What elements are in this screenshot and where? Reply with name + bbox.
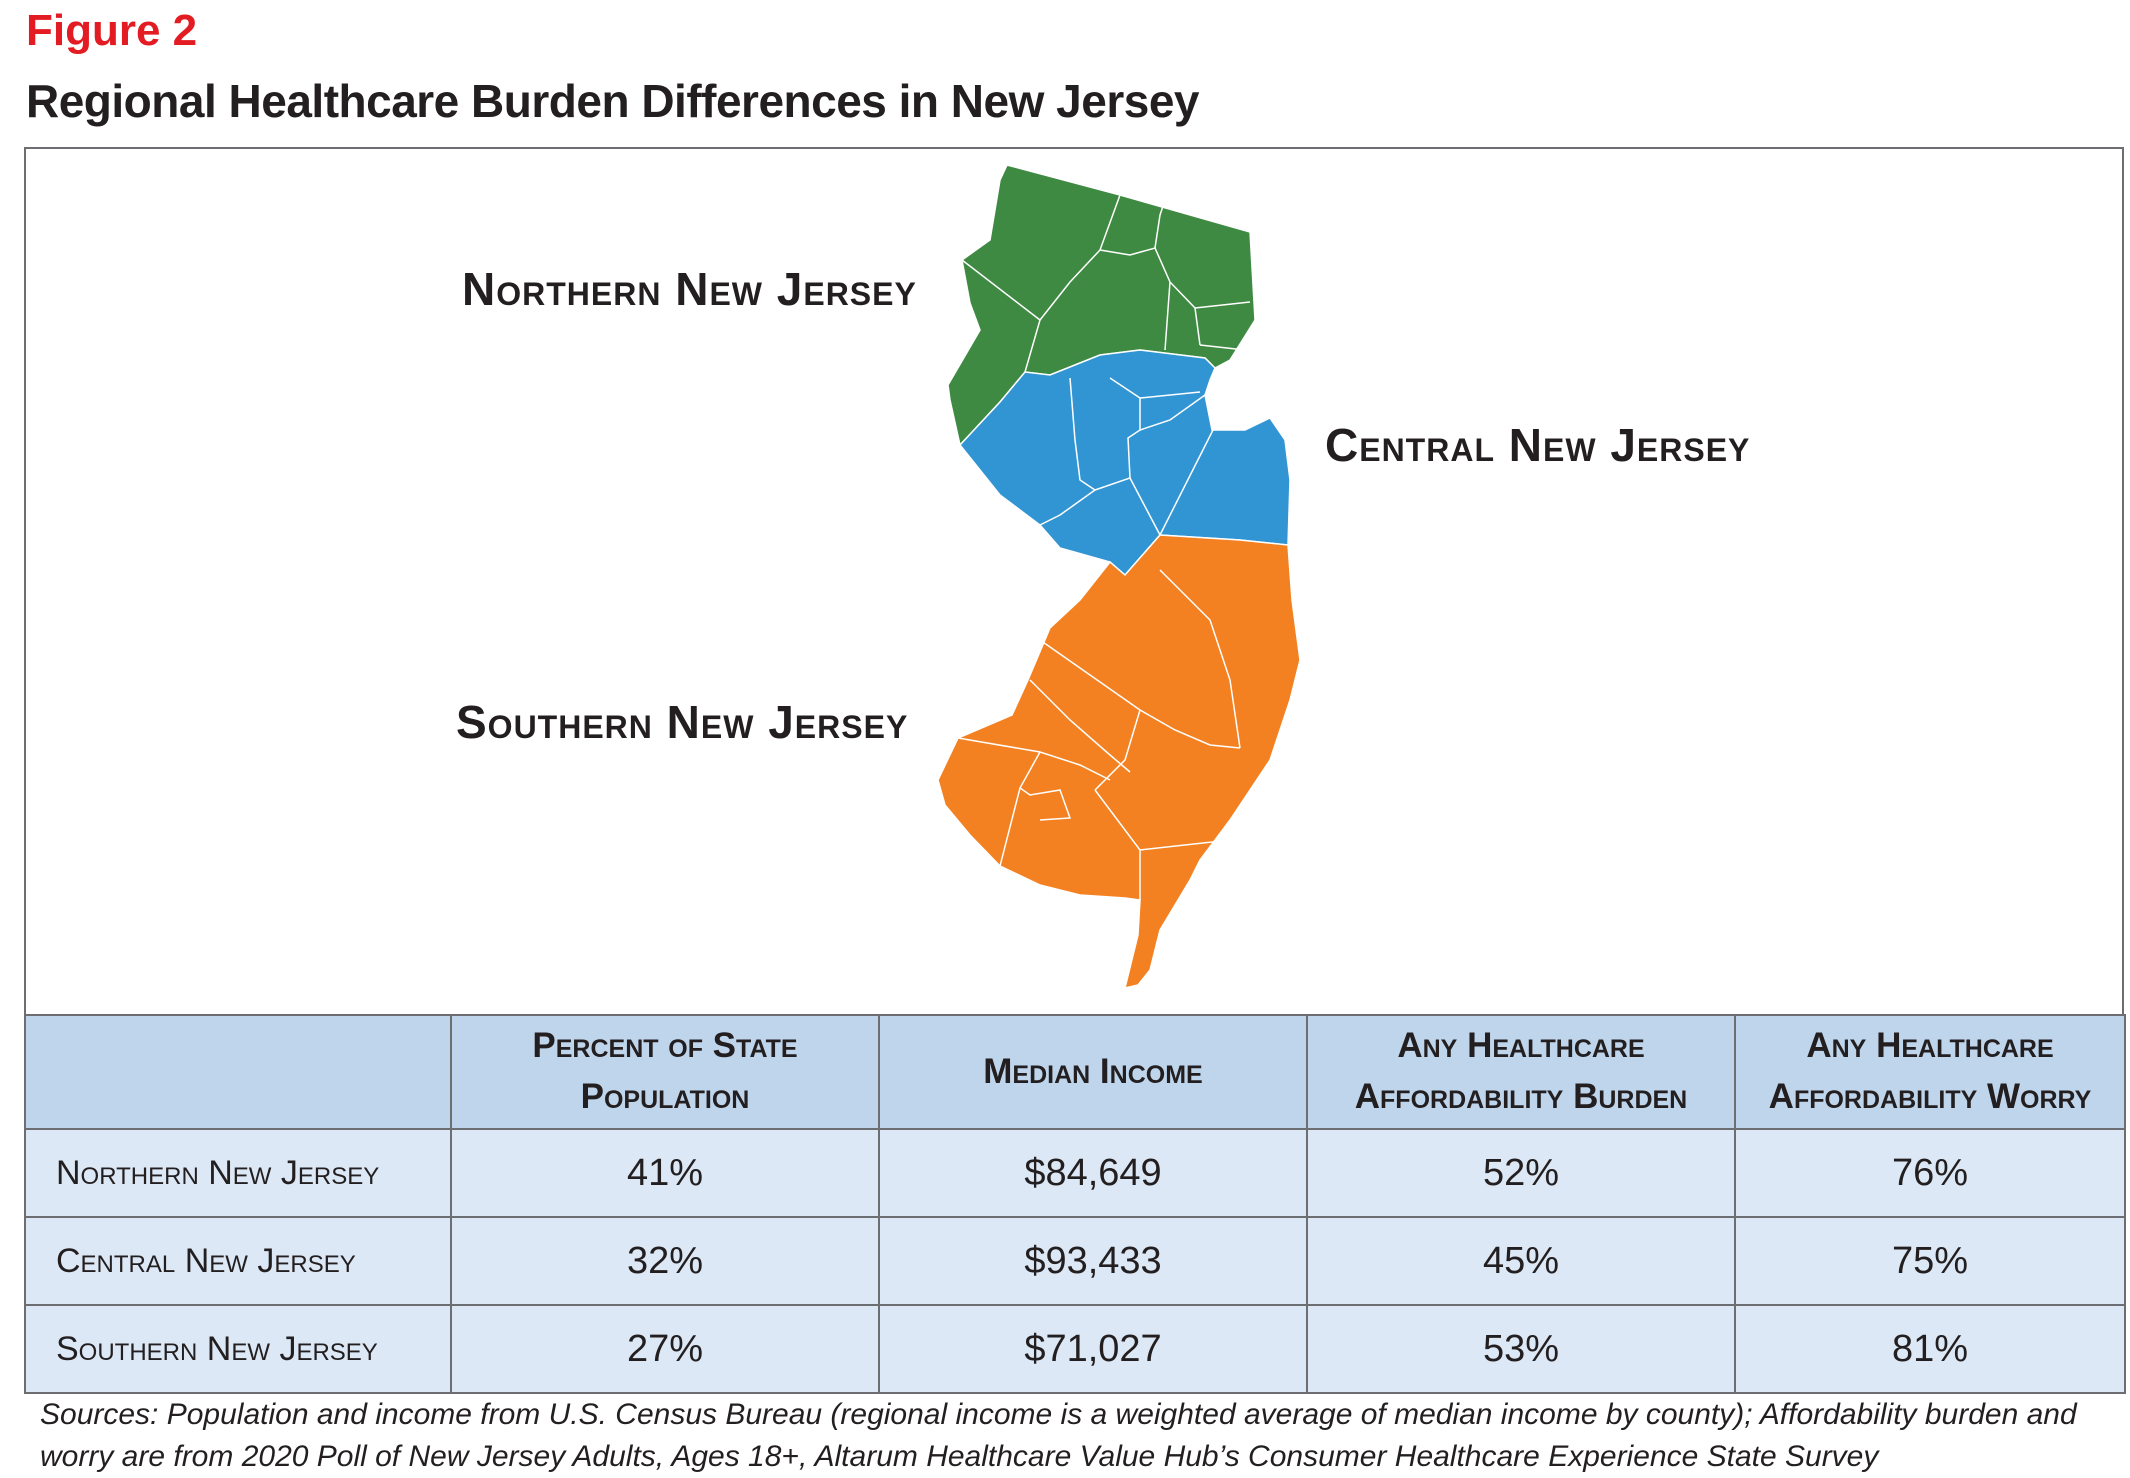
region-data-table: Percent of State Population Median Incom… [24, 1014, 2126, 1394]
table-row: Southern New Jersey 27% $71,027 53% 81% [24, 1304, 2126, 1394]
table-row: Central New Jersey 32% $93,433 45% 75% [24, 1216, 2126, 1306]
table-row: Northern New Jersey 41% $84,649 52% 76% [24, 1128, 2126, 1218]
figure-title: Regional Healthcare Burden Differences i… [26, 75, 1200, 127]
map-region-southern [937, 534, 1301, 990]
cell-population: 32% [450, 1216, 880, 1306]
header-income: Median Income [878, 1014, 1308, 1130]
cell-population: 41% [450, 1128, 880, 1218]
row-region: Northern New Jersey [24, 1128, 452, 1218]
cell-population: 27% [450, 1304, 880, 1394]
cell-worry: 81% [1734, 1304, 2126, 1394]
cell-burden: 45% [1306, 1216, 1736, 1306]
cell-income: $71,027 [878, 1304, 1308, 1394]
cell-worry: 75% [1734, 1216, 2126, 1306]
cell-worry: 76% [1734, 1128, 2126, 1218]
header-population: Percent of State Population [450, 1014, 880, 1130]
new-jersey-map [937, 164, 1301, 990]
header-burden: Any Healthcare Affordability Burden [1306, 1014, 1736, 1130]
figure-label: Figure 2 [26, 6, 198, 55]
table-header-row: Percent of State Population Median Incom… [24, 1014, 2126, 1130]
county-borders [957, 194, 1251, 900]
row-region: Central New Jersey [24, 1216, 452, 1306]
sources-note: Sources: Population and income from U.S.… [40, 1398, 2077, 1473]
cell-burden: 52% [1306, 1128, 1736, 1218]
header-region [24, 1014, 452, 1130]
map-label-southern: Southern New Jersey [456, 696, 909, 748]
header-worry: Any Healthcare Affordability Worry [1734, 1014, 2126, 1130]
cell-income: $84,649 [878, 1128, 1308, 1218]
cell-burden: 53% [1306, 1304, 1736, 1394]
cell-income: $93,433 [878, 1216, 1308, 1306]
map-label-central: Central New Jersey [1325, 419, 1751, 471]
row-region: Southern New Jersey [24, 1304, 452, 1394]
map-label-northern: Northern New Jersey [462, 263, 917, 315]
